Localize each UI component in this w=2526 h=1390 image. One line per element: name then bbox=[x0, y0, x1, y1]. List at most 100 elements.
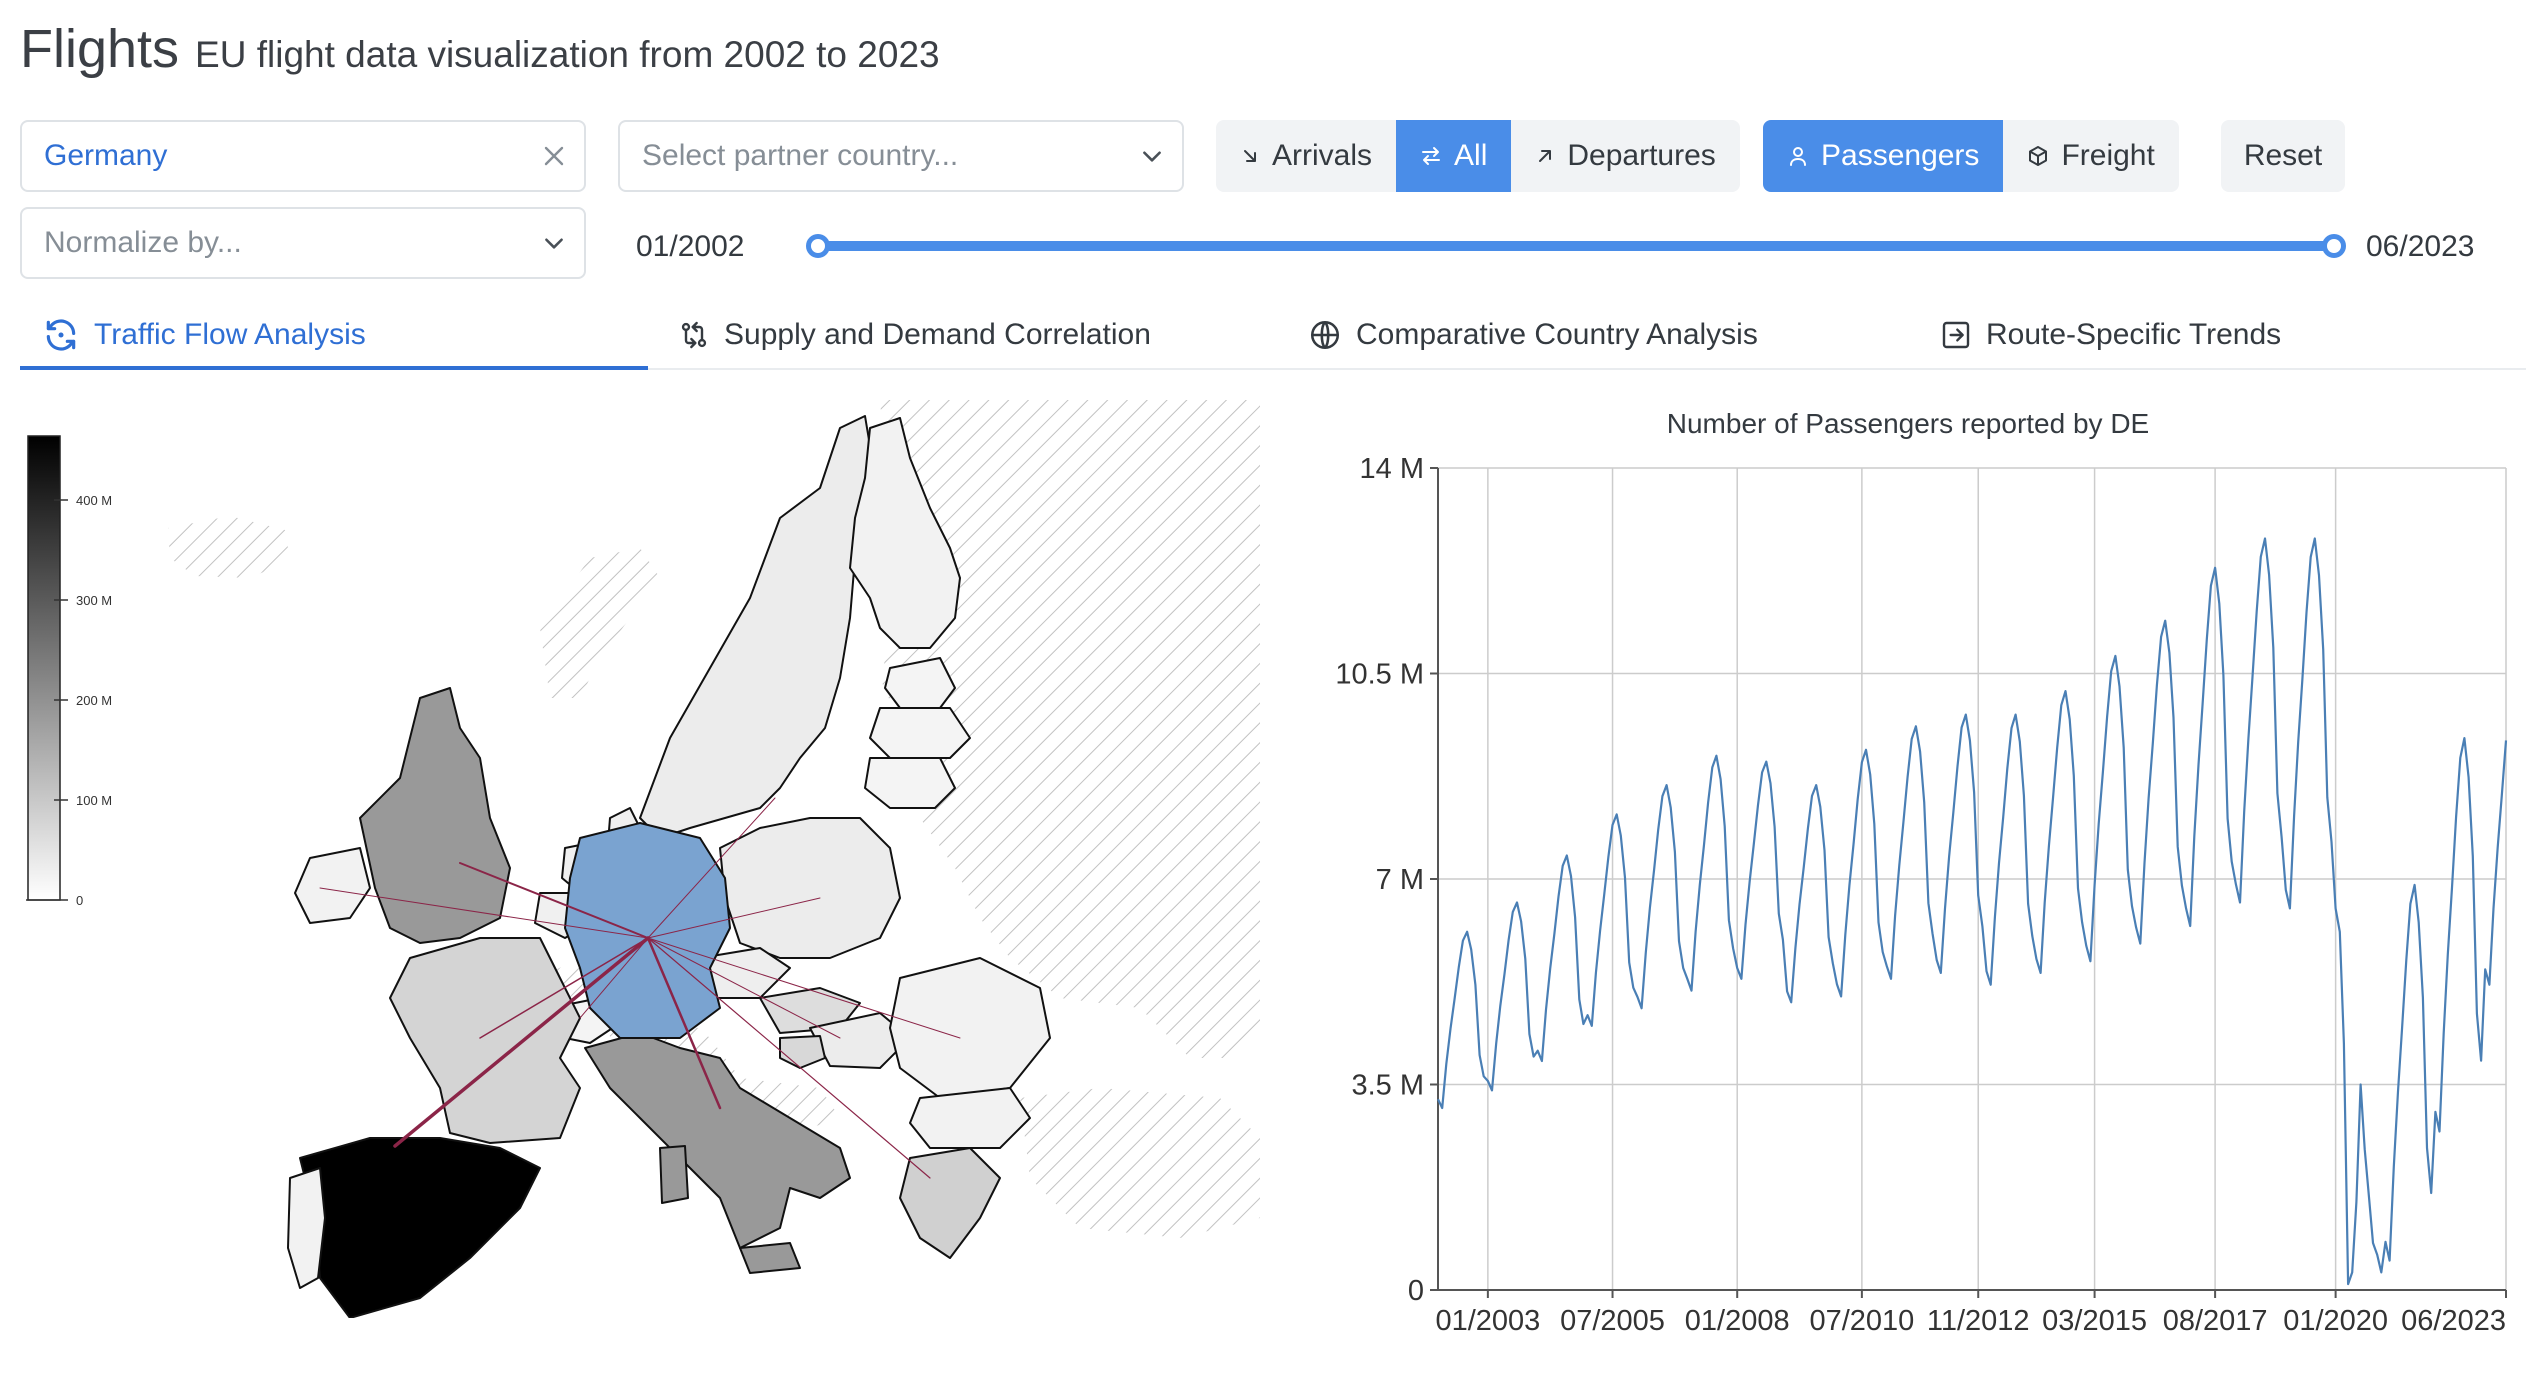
direction-arrivals[interactable]: Arrivals bbox=[1216, 120, 1396, 192]
x-tick-label: 06/2023 bbox=[2401, 1305, 2506, 1337]
no-data-region-iceland bbox=[168, 516, 290, 578]
flow-line-greece bbox=[647, 937, 931, 1179]
active-tab-indicator bbox=[20, 366, 648, 370]
map-country-france[interactable] bbox=[389, 937, 581, 1144]
flow-line-spain bbox=[393, 936, 650, 1148]
flow-line-romania bbox=[647, 937, 961, 1039]
app-subtitle: EU flight data visualization from 2002 t… bbox=[195, 34, 940, 75]
x-axis-ticks: 01/2003 07/2005 01/2008 07/2010 11/2012 03/20… bbox=[1435, 1290, 2507, 1337]
flow-line-poland bbox=[647, 897, 821, 939]
x-tick-label: 11/2012 bbox=[1927, 1305, 2030, 1337]
metric-freight[interactable]: Freight bbox=[2003, 120, 2178, 192]
map-country-ireland[interactable] bbox=[294, 847, 371, 924]
date-range-start-handle[interactable] bbox=[806, 234, 830, 258]
flow-line-switzerland bbox=[579, 937, 649, 1019]
tab-traffic-flow-analysis-label: Traffic Flow Analysis bbox=[94, 318, 366, 351]
map-country-slovenia-croatia[interactable] bbox=[779, 1035, 826, 1069]
user-icon bbox=[1790, 147, 1806, 166]
flow-line-france bbox=[479, 937, 649, 1039]
map-country-sweden[interactable] bbox=[639, 415, 873, 839]
map-country-hungary[interactable] bbox=[809, 1012, 911, 1069]
metric-freight-label: Freight bbox=[2061, 139, 2155, 172]
map-country-sardinia[interactable] bbox=[659, 1145, 689, 1204]
x-tick-label: 01/2020 bbox=[2283, 1305, 2388, 1337]
map-country-finland[interactable] bbox=[849, 417, 961, 649]
legend-tick-300-label: 300 M bbox=[76, 593, 112, 608]
analysis-tabs: Traffic Flow Analysis Supply and Demand … bbox=[20, 300, 2526, 370]
tab-supply-demand-correlation-label: Supply and Demand Correlation bbox=[724, 318, 1151, 351]
direction-departures[interactable]: Departures bbox=[1511, 120, 1739, 192]
no-data-region-east bbox=[880, 400, 1260, 1058]
close-icon[interactable] bbox=[524, 144, 584, 168]
x-tick-label: 03/2015 bbox=[2042, 1305, 2147, 1337]
date-range-track[interactable] bbox=[818, 241, 2334, 251]
direction-arrivals-label: Arrivals bbox=[1272, 139, 1373, 172]
map-country-bulgaria[interactable] bbox=[909, 1087, 1031, 1149]
refresh-dot-icon bbox=[46, 319, 76, 351]
country-select[interactable]: Germany bbox=[20, 120, 586, 192]
x-tick-label: 01/2003 bbox=[1435, 1305, 1540, 1337]
y-tick-label: 3.5 M bbox=[1351, 1070, 1424, 1102]
direction-all-label: All bbox=[1454, 139, 1488, 172]
map-country-lithuania[interactable] bbox=[864, 757, 956, 809]
passenger-line-chart[interactable]: 03.5 M7 M10.5 M14 M 01/2003 07/2005 01/200… bbox=[1290, 398, 2526, 1358]
arrow-down-right-icon bbox=[1244, 150, 1256, 162]
direction-segmented-control: Arrivals All Departures bbox=[1216, 120, 1740, 192]
arrows-exchange-icon bbox=[1422, 147, 1441, 165]
arrow-up-right-icon bbox=[1539, 150, 1552, 162]
x-tick-label: 01/2008 bbox=[1685, 1305, 1790, 1337]
tab-traffic-flow-analysis[interactable]: Traffic Flow Analysis bbox=[42, 300, 366, 370]
tab-supply-demand-correlation[interactable]: Supply and Demand Correlation bbox=[678, 300, 1151, 370]
flow-line-ireland bbox=[319, 887, 649, 939]
chevron-down-icon bbox=[1122, 143, 1182, 169]
metric-segmented-control: Passengers Freight bbox=[1763, 120, 2179, 192]
chevron-down-icon bbox=[524, 230, 584, 256]
map-country-portugal[interactable] bbox=[287, 1167, 326, 1289]
chart-title: Number of Passengers reported by DE bbox=[1666, 408, 2150, 439]
y-tick-label: 14 M bbox=[1360, 453, 1424, 485]
tab-route-specific-trends-label: Route-Specific Trends bbox=[1986, 318, 2282, 351]
page-header: Flights EU flight data visualization fro… bbox=[20, 18, 940, 80]
legend-tick-100-label: 100 M bbox=[76, 793, 112, 808]
date-range-end-handle[interactable] bbox=[2322, 234, 2346, 258]
direction-departures-label: Departures bbox=[1567, 139, 1716, 172]
direction-all[interactable]: All bbox=[1396, 120, 1512, 192]
legend-tick-400-label: 400 M bbox=[76, 493, 112, 508]
box-icon bbox=[2029, 146, 2048, 166]
metric-passengers-label: Passengers bbox=[1821, 139, 1980, 172]
map-country-poland[interactable] bbox=[719, 817, 901, 959]
metric-passengers[interactable]: Passengers bbox=[1763, 120, 2004, 192]
reset-button[interactable]: Reset bbox=[2221, 120, 2345, 192]
map-country-greece[interactable] bbox=[899, 1147, 1001, 1259]
x-tick-label: 07/2005 bbox=[1560, 1305, 1665, 1337]
normalize-select[interactable]: Normalize by... bbox=[20, 207, 586, 279]
legend-tick-200-label: 200 M bbox=[76, 693, 112, 708]
tab-route-specific-trends[interactable]: Route-Specific Trends bbox=[1940, 300, 2281, 370]
map-country-sicily[interactable] bbox=[739, 1242, 801, 1274]
box-arrow-right-icon bbox=[1942, 321, 1970, 349]
map-country-uk[interactable] bbox=[359, 687, 511, 944]
date-range-end-label: 06/2023 bbox=[2366, 230, 2475, 263]
flow-line-hungary bbox=[647, 937, 841, 1039]
partner-country-select[interactable]: Select partner country... bbox=[618, 120, 1184, 192]
date-range-start-label: 01/2002 bbox=[636, 230, 745, 263]
partner-country-placeholder: Select partner country... bbox=[642, 139, 959, 172]
country-value: Germany bbox=[44, 139, 168, 172]
map-country-latvia[interactable] bbox=[869, 707, 971, 759]
map-country-spain[interactable] bbox=[299, 1137, 541, 1319]
map-country-romania[interactable] bbox=[889, 957, 1051, 1099]
tab-comparative-country-analysis[interactable]: Comparative Country Analysis bbox=[1308, 300, 1758, 370]
flow-line-uk bbox=[459, 862, 649, 939]
y-tick-label: 0 bbox=[1408, 1275, 1424, 1307]
map-country-italy[interactable] bbox=[584, 1032, 851, 1249]
tab-comparative-country-analysis-label: Comparative Country Analysis bbox=[1356, 318, 1758, 351]
git-compare-icon bbox=[681, 321, 707, 349]
legend-colorbar bbox=[27, 435, 61, 901]
passenger-chart-panel: Number of Passengers reported by DE 0 3.5… bbox=[1290, 398, 2526, 1358]
no-data-region-turkey bbox=[1020, 1088, 1260, 1238]
map-country-germany[interactable] bbox=[564, 822, 731, 1039]
flow-map-panel: 400 M 300 M 200 M 100 M 0 bbox=[20, 398, 1270, 1319]
flow-line-italy bbox=[646, 936, 722, 1110]
europe-flow-map[interactable]: 400 M 300 M 200 M 100 M 0 bbox=[20, 398, 1270, 1319]
passengers-series-line bbox=[1437, 537, 2508, 1286]
